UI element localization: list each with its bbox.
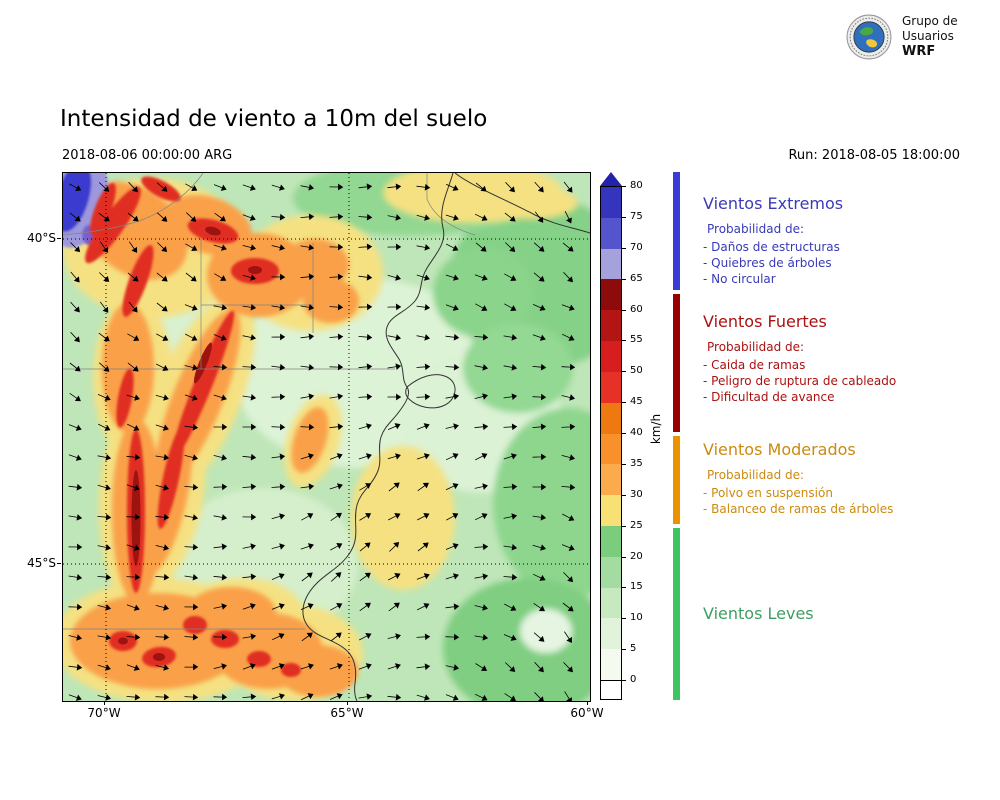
y-tick-45s (57, 563, 61, 564)
strong-wind-red (85, 176, 301, 677)
valid-time-label: 2018-08-06 00:00:00 ARG (62, 148, 233, 163)
legend-item: - Dificultad de avance (703, 390, 835, 404)
coastline (302, 172, 591, 702)
logo-text-line1: Grupo de (902, 14, 958, 28)
wind-arrows (68, 181, 576, 704)
logo-text-line2: Usuarios (902, 29, 954, 43)
page-title: Intensidad de viento a 10m del suelo (60, 106, 488, 132)
legend-item: - Quiebres de árboles (703, 256, 832, 270)
legend-heading: Vientos Leves (703, 604, 814, 623)
legend-intro: Probabilidad de: (707, 340, 805, 354)
legend-item: - No circular (703, 272, 776, 286)
x-tick-70w (104, 701, 105, 705)
colorbar (600, 172, 622, 700)
x-axis-label-70w: 70°W (87, 706, 121, 720)
legend-item: - Polvo en suspensión (703, 486, 833, 500)
y-tick-40s (57, 238, 61, 239)
legend-heading: Vientos Extremos (703, 194, 844, 213)
globe-icon (846, 14, 892, 60)
colorbar-ticks: 0 5 10 15 20 25 30 35 40 45 50 55 60 65 70 75 80 (622, 172, 662, 700)
model-run-label: Run: 2018-08-05 18:00:00 (788, 148, 960, 163)
legend-intro: Probabilidad de: (707, 222, 805, 236)
logo: Grupo de Usuarios WRF (846, 14, 958, 60)
x-axis-label-60w: 60°W (570, 706, 604, 720)
colorbar-over-arrow (600, 172, 622, 186)
legend-section-vientos-moderados: Vientos Moderados Probabilidad de: - Pol… (703, 440, 988, 517)
wind-map (49, 158, 643, 718)
legend-section-vientos-fuertes: Vientos Fuertes Probabilidad de: - Caida… (703, 312, 988, 405)
legend-intro: Probabilidad de: (707, 468, 805, 482)
legend-heading: Vientos Fuertes (703, 312, 827, 331)
legend-item: - Peligro de ruptura de cableado (703, 374, 897, 388)
y-axis-label-40s: 40°S (27, 231, 56, 245)
y-axis-label-45s: 45°S (27, 556, 56, 570)
legend-item: - Balanceo de ramas de árboles (703, 502, 894, 516)
legend-section-vientos-extremos: Vientos Extremos Probabilidad de: - Daño… (703, 194, 988, 287)
colorbar-unit-label: km/h (649, 413, 664, 445)
map-frame (49, 158, 643, 718)
gridlines (63, 173, 590, 701)
legend-section-vientos-leves: Vientos Leves (703, 604, 988, 632)
x-tick-65w (347, 701, 348, 705)
logo-text-wrf: WRF (902, 44, 936, 59)
legend-heading: Vientos Moderados (703, 440, 856, 459)
colorbar-under-segment (600, 680, 622, 700)
colorbar-segments (600, 186, 622, 680)
legend-item: - Daños de estructuras (703, 240, 840, 254)
legend-color-bar (673, 172, 680, 700)
legend-item: - Caida de ramas (703, 358, 806, 372)
x-axis-label-65w: 65°W (330, 706, 364, 720)
x-tick-60w (587, 701, 588, 705)
